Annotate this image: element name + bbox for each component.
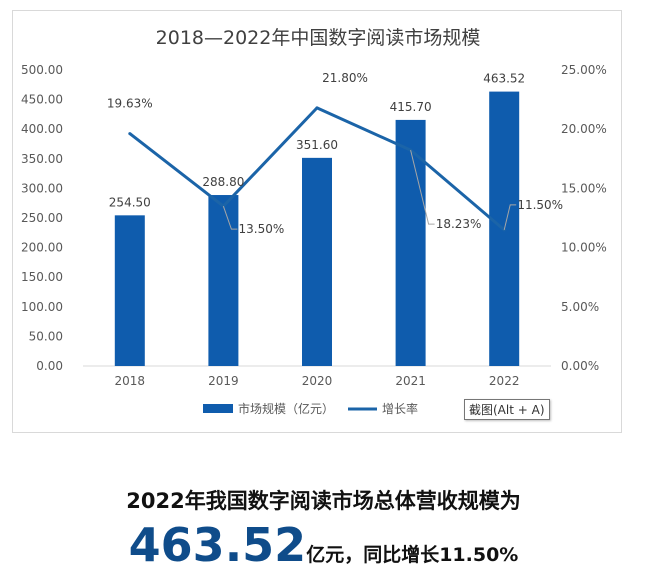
x-tick-label: 2018 [115,374,146,388]
y-left-tick-label: 50.00 [29,329,63,343]
bar-2018 [114,215,145,366]
leader-line [410,150,435,225]
bar-value-label: 288.80 [202,175,244,189]
growth-rate-point-2018 [128,132,132,136]
y-left-tick-label: 100.00 [21,300,63,314]
x-tick-label: 2020 [302,374,333,388]
y-left-tick-label: 400.00 [21,122,63,136]
x-tick-label: 2022 [489,374,520,388]
y-right-tick-label: 10.00% [561,241,607,255]
chart-svg: 2018—2022年中国数字阅读市场规模 0.00 50.00 100.00 150.0… [21,27,607,416]
leader-line [222,205,238,230]
y-left-tick-label: 150.00 [21,270,63,284]
y-left-tick-label: 0.00 [36,359,63,373]
summary-line: 463.52亿元，同比增长11.50% [0,518,647,572]
y-left-tick-label: 350.00 [21,152,63,166]
y-left-tick-label: 500.00 [21,63,63,77]
y-right-tick-label: 20.00% [561,122,607,136]
bar-2021 [395,119,426,366]
growth-rate-label: 11.50% [517,198,563,212]
growth-rate-label: 21.80% [322,71,368,85]
legend-line-label: 增长率 [382,401,418,416]
growth-rate-label: 13.50% [239,222,285,236]
y-right-tick-label: 15.00% [561,181,607,195]
bar-value-label: 415.70 [390,100,432,114]
leader-line [503,204,517,230]
x-tick-label: 2021 [395,374,426,388]
growth-rate-label: 19.63% [107,97,153,111]
y-right-tick-label: 0.00% [561,359,599,373]
y-left-tick-label: 450.00 [21,93,63,107]
bar-value-label: 254.50 [109,195,151,209]
growth-rate-label: 18.23% [436,217,482,231]
chart-title: 2018—2022年中国数字阅读市场规模 [156,27,481,49]
y-left-tick-label: 200.00 [21,241,63,255]
y-left-tick-label: 300.00 [21,181,63,195]
growth-rate-point-2020 [315,106,319,110]
bar-2019 [208,195,239,366]
bar-value-label: 351.60 [296,138,338,152]
x-tick-label: 2019 [208,374,239,388]
summary-text: 亿元，同比增长11.50% [306,544,519,566]
y-right-tick-label: 5.00% [561,300,599,314]
bar-value-label: 463.52 [483,72,525,86]
y-left-tick-label: 250.00 [21,211,63,225]
summary-value: 463.52 [128,518,307,572]
chart-card: 2018—2022年中国数字阅读市场规模 0.00 50.00 100.00 150.0… [12,10,622,433]
headline: 2022年我国数字阅读市场总体营收规模为 [126,489,521,513]
y-right-tick-label: 25.00% [561,63,607,77]
screenshot-tooltip: 截图(Alt + A) [464,399,550,420]
bar-2020 [302,157,332,366]
legend-bar-swatch [203,404,233,413]
legend-bar-label: 市场规模（亿元） [238,401,334,416]
